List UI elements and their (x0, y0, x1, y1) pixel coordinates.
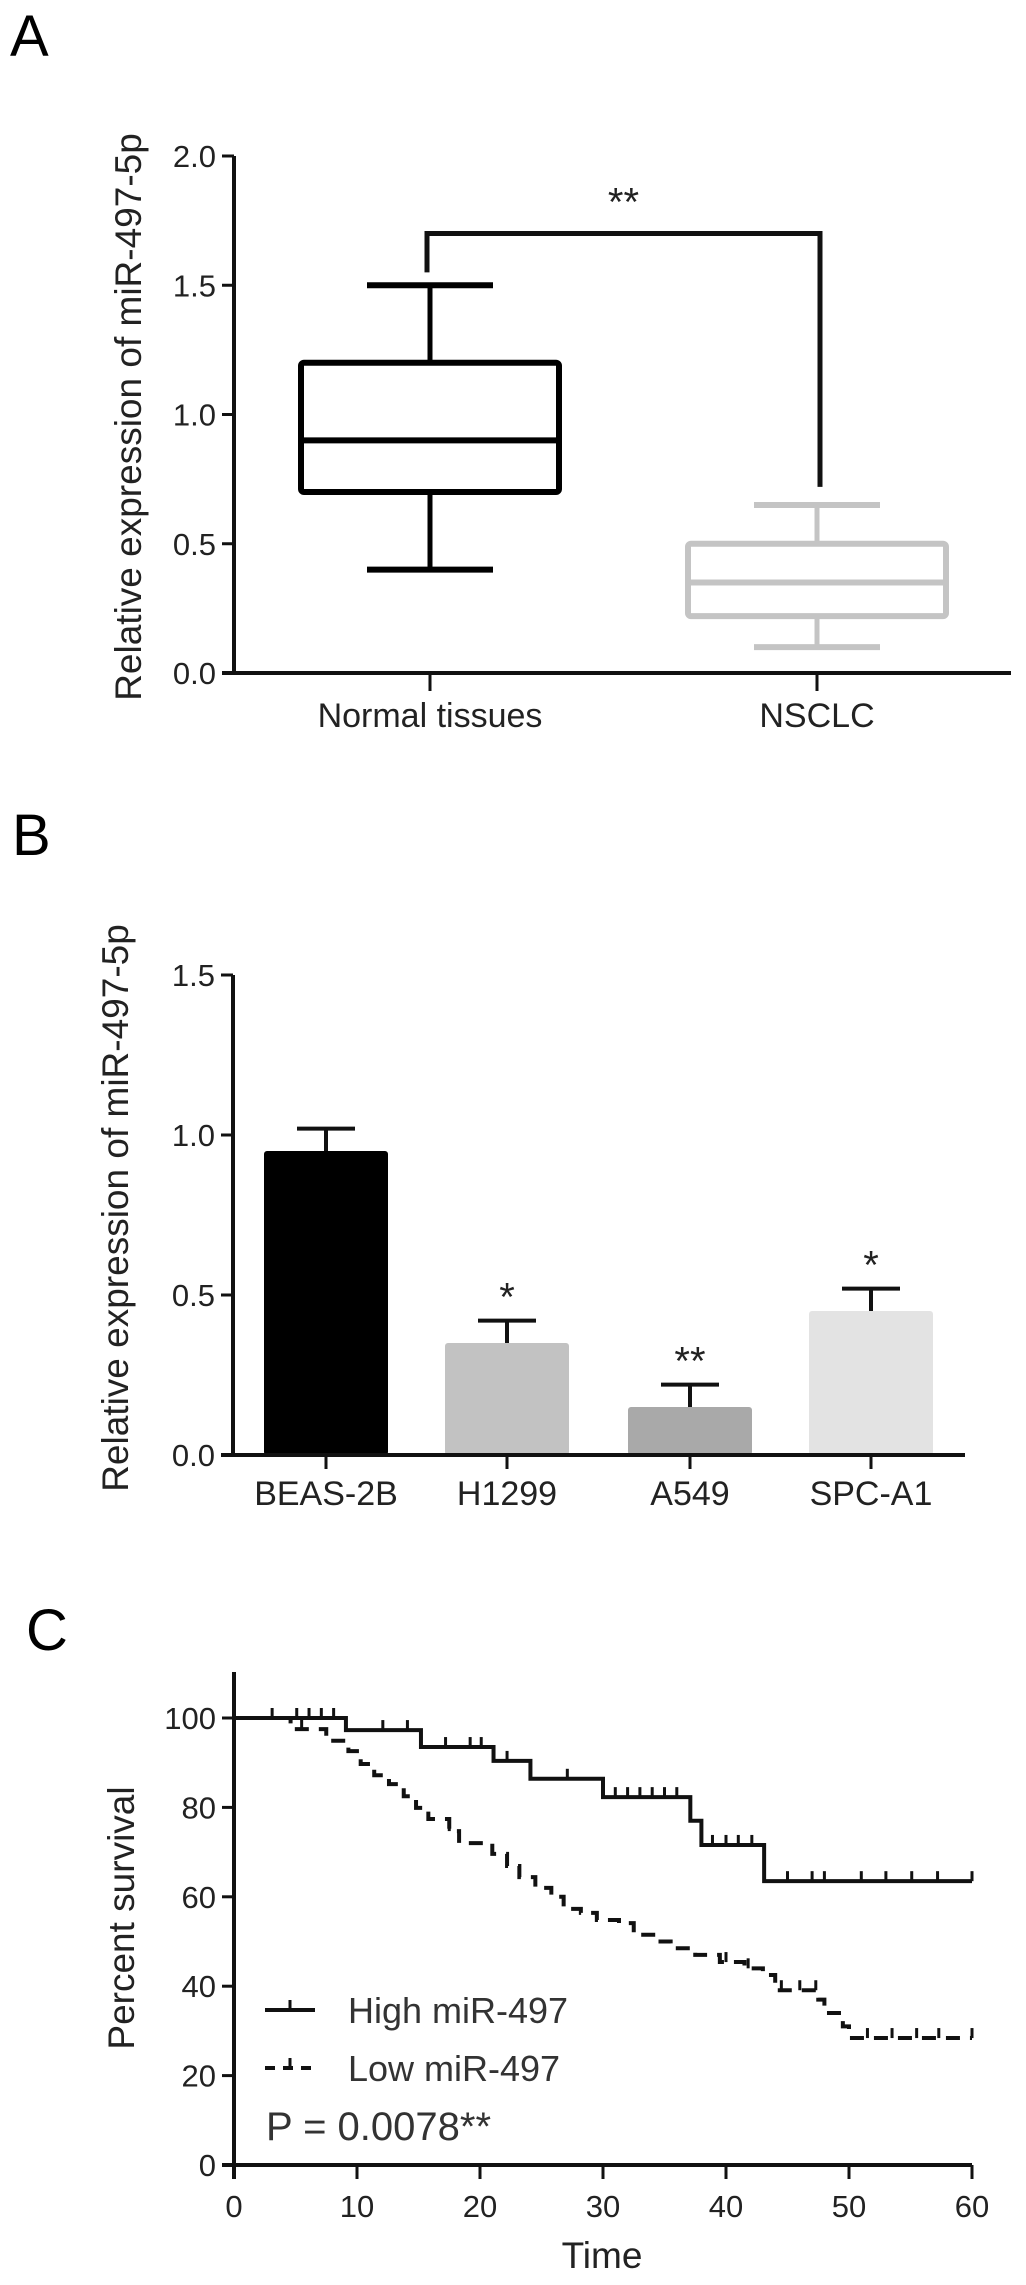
significance-bracket (424, 231, 823, 487)
y-tick-label: 0.5 (172, 1278, 215, 1313)
x-category-label: BEAS-2B (254, 1475, 398, 1513)
x-category-label: SPC-A1 (810, 1475, 933, 1513)
x-tick-label: 20 (463, 2189, 497, 2224)
panel-b-bar-chart: 0.0 0.5 1.0 1.5 BEAS-2B H1299 * A549 ** SPC-A1 * Re… (95, 924, 965, 1513)
y-axis-label: Relative expression of miR-497-5p (108, 133, 149, 701)
y-axis-label: Percent survival (101, 1786, 142, 2049)
y-tick-label: 1.5 (172, 958, 215, 993)
panel-c-survival-plot: 0 20 40 60 80 100 0 10 20 30 40 50 60 High miR-497 Low… (101, 1672, 989, 2276)
y-tick-label: 1.0 (172, 1118, 215, 1153)
y-tick-label: 0.0 (173, 656, 216, 691)
x-category-label: A549 (650, 1475, 729, 1513)
x-tick-label: 30 (586, 2189, 620, 2224)
y-tick-label: 1.5 (173, 268, 216, 303)
y-tick-label: 40 (182, 1969, 216, 2004)
x-category-label: H1299 (457, 1475, 557, 1513)
significance-label: * (863, 1244, 879, 1288)
y-tick-label: 0 (199, 2148, 216, 2183)
panel-a-boxplot: 0.0 0.5 1.0 1.5 2.0 Normal tissues NSCLC ** Rela… (108, 133, 1011, 735)
x-axis-label: Time (562, 2235, 643, 2276)
significance-label: * (499, 1276, 515, 1320)
iqr-box (298, 359, 562, 496)
y-tick-label: 60 (182, 1880, 216, 1915)
y-tick-label: 0.5 (173, 527, 216, 562)
y-tick-label: 2.0 (173, 139, 216, 174)
significance-label: ** (674, 1340, 705, 1384)
panel-label-b: B (12, 803, 51, 868)
p-value-annotation: P = 0.0078** (266, 2105, 491, 2149)
bar-spc-a1 (809, 1311, 933, 1455)
x-tick-label: 50 (832, 2189, 866, 2224)
legend-label: High miR-497 (348, 1990, 568, 2031)
x-tick-label: 60 (955, 2189, 989, 2224)
y-tick-label: 0.0 (172, 1438, 215, 1473)
y-tick-label: 20 (182, 2059, 216, 2094)
legend-label: Low miR-497 (348, 2048, 560, 2089)
x-tick-label: 10 (340, 2189, 374, 2224)
panel-label-c: C (26, 1598, 68, 1663)
x-tick-label: 0 (225, 2189, 242, 2224)
panel-label-a: A (10, 4, 49, 69)
x-category-label: NSCLC (759, 697, 874, 735)
y-tick-label: 1.0 (173, 398, 216, 433)
y-tick-label: 80 (182, 1790, 216, 1825)
bar-beas-2b (264, 1151, 388, 1455)
y-axis-label: Relative expression of miR-497-5p (95, 924, 136, 1492)
bar-h1299 (445, 1343, 569, 1455)
bar-a549 (628, 1407, 752, 1455)
x-category-label: Normal tissues (318, 697, 543, 735)
significance-label: ** (608, 181, 639, 225)
x-tick-label: 40 (709, 2189, 743, 2224)
y-tick-label: 100 (164, 1701, 216, 1736)
